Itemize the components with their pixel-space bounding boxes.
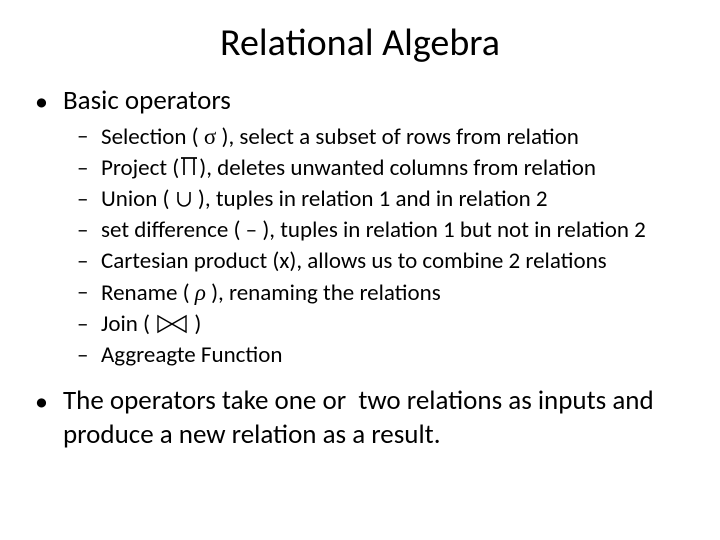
item-text: Union ( ), tuples in relation 1 and in r… <box>101 185 548 214</box>
item-text: Aggreagte Function <box>101 341 282 370</box>
project-post: ), deletes unwanted columns from relatio… <box>199 154 596 182</box>
item-text: Project ( ), deletes unwanted columns fro… <box>101 154 596 183</box>
dash-marker: – <box>77 247 101 276</box>
bullet-text: The operators take one or two relations … <box>63 384 685 452</box>
project-pre: Project ( <box>101 154 179 182</box>
item-text: Join ( ) <box>101 310 201 339</box>
join-post: ) <box>189 310 201 338</box>
dash-marker: – <box>77 278 101 308</box>
item-selection: – Selection ( σ ), select a subset of ro… <box>77 122 685 152</box>
item-text: Rename ( ρ ), renaming the relations <box>101 278 441 308</box>
union-pre: Union ( <box>101 185 175 213</box>
item-text: Cartesian product (x), allows us to comb… <box>101 247 607 276</box>
union-icon <box>175 190 193 208</box>
item-set-difference: – set difference ( – ), tuples in relati… <box>77 216 685 245</box>
rho-symbol: ρ <box>195 280 206 305</box>
bullet-footnote: • The operators take one or two relation… <box>35 384 685 452</box>
selection-pre: Selection ( <box>101 123 204 151</box>
bullet-marker: • <box>35 84 63 118</box>
rename-post: ), renaming the relations <box>206 279 441 307</box>
item-cartesian: – Cartesian product (x), allows us to co… <box>77 247 685 276</box>
rename-pre: Rename ( <box>101 279 195 307</box>
item-text: set difference ( – ), tuples in relation… <box>101 216 646 245</box>
dash-marker: – <box>77 310 101 339</box>
sigma-symbol: σ <box>204 124 216 149</box>
slide: Relational Algebra • Basic operators – S… <box>0 0 720 540</box>
item-project: – Project ( ), deletes unwanted columns f… <box>77 154 685 183</box>
pi-product-icon <box>179 155 199 177</box>
join-pre: Join ( <box>101 310 155 338</box>
bullet-basic-operators: • Basic operators <box>35 84 685 118</box>
item-aggregate: – Aggreagte Function <box>77 341 685 370</box>
item-union: – Union ( ), tuples in relation 1 and in… <box>77 185 685 214</box>
dash-marker: – <box>77 122 101 152</box>
bowtie-join-icon <box>155 313 189 335</box>
dash-marker: – <box>77 154 101 183</box>
dash-marker: – <box>77 185 101 214</box>
union-post: ), tuples in relation 1 and in relation … <box>193 185 548 213</box>
item-text: Selection ( σ ), select a subset of rows… <box>101 122 579 152</box>
selection-post: ), select a subset of rows from relation <box>216 123 579 151</box>
bullet-marker: • <box>35 384 63 452</box>
slide-title: Relational Algebra <box>35 20 685 66</box>
dash-marker: – <box>77 216 101 245</box>
bullet-text: Basic operators <box>63 84 231 118</box>
item-join: – Join ( ) <box>77 310 685 339</box>
dash-marker: – <box>77 341 101 370</box>
operator-list: – Selection ( σ ), select a subset of ro… <box>35 122 685 370</box>
item-rename: – Rename ( ρ ), renaming the relations <box>77 278 685 308</box>
